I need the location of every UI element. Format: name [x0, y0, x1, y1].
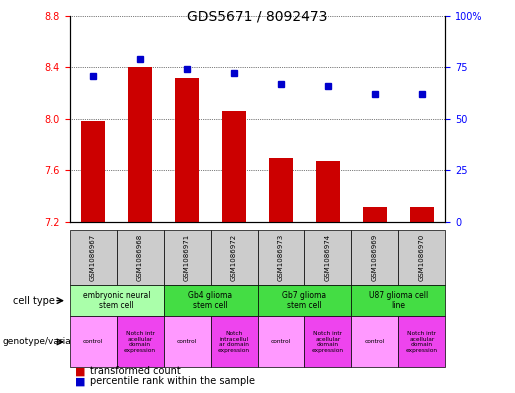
Text: GSM1086971: GSM1086971	[184, 234, 190, 281]
Text: GDS5671 / 8092473: GDS5671 / 8092473	[187, 10, 328, 24]
Text: Notch intr
acellular
domain
expression: Notch intr acellular domain expression	[312, 331, 344, 353]
Bar	[410, 207, 434, 222]
Text: Notch intr
acellular
domain
expression: Notch intr acellular domain expression	[406, 331, 438, 353]
Text: control: control	[271, 340, 291, 344]
Text: GSM1086968: GSM1086968	[137, 234, 143, 281]
Bar	[363, 207, 387, 222]
Text: control: control	[83, 340, 103, 344]
Text: GSM1086969: GSM1086969	[372, 234, 378, 281]
Text: Gb4 glioma
stem cell: Gb4 glioma stem cell	[188, 291, 233, 310]
Text: GSM1086974: GSM1086974	[325, 234, 331, 281]
Text: ■: ■	[75, 366, 85, 376]
Text: genotype/variation: genotype/variation	[3, 338, 89, 346]
Text: U87 glioma cell
line: U87 glioma cell line	[369, 291, 428, 310]
Bar	[175, 77, 199, 222]
Text: cell type: cell type	[13, 296, 55, 306]
Text: GSM1086970: GSM1086970	[419, 234, 425, 281]
Bar	[316, 162, 340, 222]
Text: transformed count: transformed count	[90, 366, 181, 376]
Text: Gb7 glioma
stem cell: Gb7 glioma stem cell	[282, 291, 327, 310]
Text: embryonic neural
stem cell: embryonic neural stem cell	[83, 291, 150, 310]
Text: GSM1086972: GSM1086972	[231, 234, 237, 281]
Text: Notch
intracellul
ar domain
expression: Notch intracellul ar domain expression	[218, 331, 250, 353]
Text: percentile rank within the sample: percentile rank within the sample	[90, 376, 255, 386]
Text: Notch intr
acellular
domain
expression: Notch intr acellular domain expression	[124, 331, 156, 353]
Text: ■: ■	[75, 376, 85, 386]
Text: GSM1086973: GSM1086973	[278, 234, 284, 281]
Text: GSM1086967: GSM1086967	[90, 234, 96, 281]
Text: control: control	[365, 340, 385, 344]
Bar	[269, 158, 293, 222]
Bar	[128, 67, 152, 222]
Text: control: control	[177, 340, 197, 344]
Bar	[81, 121, 105, 222]
Bar	[222, 111, 246, 222]
